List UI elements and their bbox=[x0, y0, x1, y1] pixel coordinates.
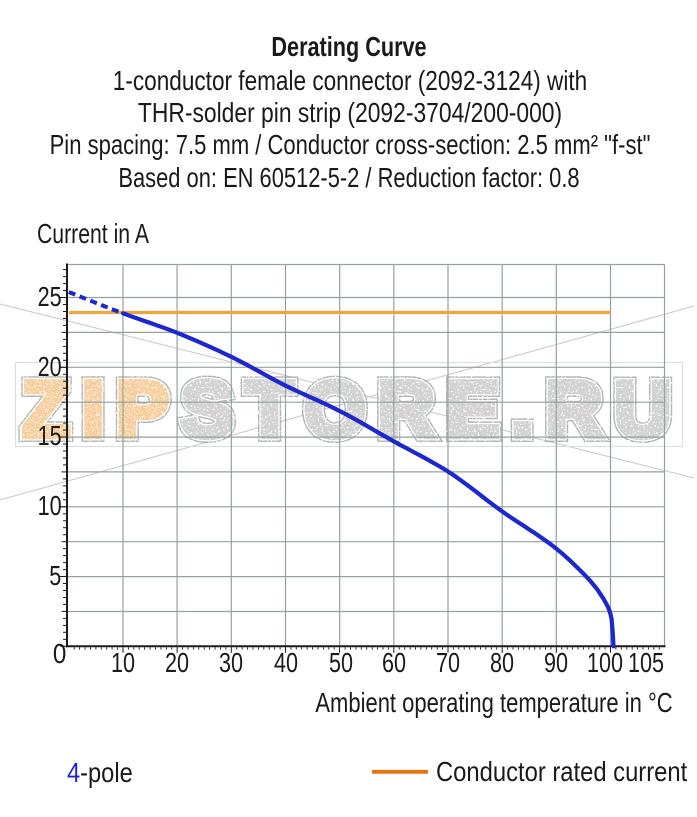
svg-text:ZIPSTORE.RU: ZIPSTORE.RU bbox=[22, 365, 684, 453]
svg-text:ZIPSTORE.RU: ZIPSTORE.RU bbox=[22, 365, 684, 453]
svg-text:ZIPSTORE.RU: ZIPSTORE.RU bbox=[22, 365, 684, 453]
